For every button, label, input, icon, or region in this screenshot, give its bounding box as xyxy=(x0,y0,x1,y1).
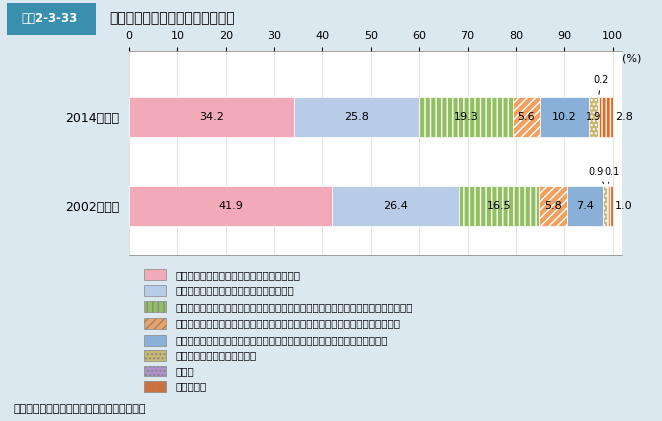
Text: 7.4: 7.4 xyxy=(576,201,594,211)
Text: 0.2: 0.2 xyxy=(593,75,608,94)
Text: 5.8: 5.8 xyxy=(544,201,562,211)
Bar xyxy=(144,318,166,329)
Text: 26.4: 26.4 xyxy=(383,201,408,211)
Text: 困ったときに助け合うことまではしなくても、住民の間であいさつを交わす: 困ったときに助け合うことまではしなくても、住民の間であいさつを交わす xyxy=(176,335,389,345)
Text: 地域での付き合いは必要ない: 地域での付き合いは必要ない xyxy=(176,351,258,361)
Text: 1.0: 1.0 xyxy=(615,201,633,211)
Bar xyxy=(608,186,612,226)
Text: 25.8: 25.8 xyxy=(344,112,369,122)
Bar xyxy=(332,186,459,226)
Bar xyxy=(144,335,166,346)
Bar xyxy=(295,97,419,137)
Text: 0.9: 0.9 xyxy=(589,167,604,184)
Bar xyxy=(512,97,540,137)
Bar xyxy=(540,97,589,137)
Bar xyxy=(144,365,166,376)
Text: その他: その他 xyxy=(176,366,195,376)
Bar xyxy=(419,97,512,137)
Text: 1.9: 1.9 xyxy=(586,112,601,122)
Bar xyxy=(144,269,166,280)
Bar xyxy=(129,186,332,226)
Bar xyxy=(567,186,603,226)
Text: 2.8: 2.8 xyxy=(615,112,633,122)
Bar xyxy=(144,381,166,392)
Bar xyxy=(603,186,607,226)
Text: 困ったときに助け合うことまではしなくても、住民の間で世間話や立ち話をする: 困ったときに助け合うことまではしなくても、住民の間で世間話や立ち話をする xyxy=(176,319,401,328)
Bar xyxy=(7,3,96,35)
Bar xyxy=(589,97,598,137)
Text: 41.9: 41.9 xyxy=(218,201,243,211)
Bar xyxy=(144,285,166,296)
Text: 図表2-3-33: 図表2-3-33 xyxy=(22,12,77,25)
Bar xyxy=(598,97,599,137)
Bar xyxy=(599,97,612,137)
Bar xyxy=(144,350,166,361)
Text: 19.3: 19.3 xyxy=(453,112,478,122)
Text: 10.2: 10.2 xyxy=(552,112,577,122)
Text: 住民全ての間で困ったときに互いに助け合う: 住民全ての間で困ったときに互いに助け合う xyxy=(176,270,301,280)
Text: 0.1: 0.1 xyxy=(605,167,620,183)
Bar xyxy=(539,186,567,226)
Text: 困ったときに助け合うことまではしなくても、住民がみんなで行事や催しに参加する: 困ったときに助け合うことまではしなくても、住民がみんなで行事や催しに参加する xyxy=(176,302,414,312)
Text: わからない: わからない xyxy=(176,381,207,392)
Text: 望ましい地域での付き合いの程度: 望ましい地域での付き合いの程度 xyxy=(109,11,235,25)
Text: 気の合う住民の間で困ったときに助け合う: 気の合う住民の間で困ったときに助け合う xyxy=(176,285,295,295)
Text: 資料：内閣府「社会意識に関する世論調査」: 資料：内閣府「社会意識に関する世論調査」 xyxy=(13,405,146,414)
Text: 5.6: 5.6 xyxy=(517,112,535,122)
Text: 34.2: 34.2 xyxy=(199,112,224,122)
Text: 16.5: 16.5 xyxy=(487,201,512,211)
Bar xyxy=(129,97,295,137)
Bar xyxy=(459,186,539,226)
Bar xyxy=(144,301,166,312)
Text: (%): (%) xyxy=(622,53,641,63)
